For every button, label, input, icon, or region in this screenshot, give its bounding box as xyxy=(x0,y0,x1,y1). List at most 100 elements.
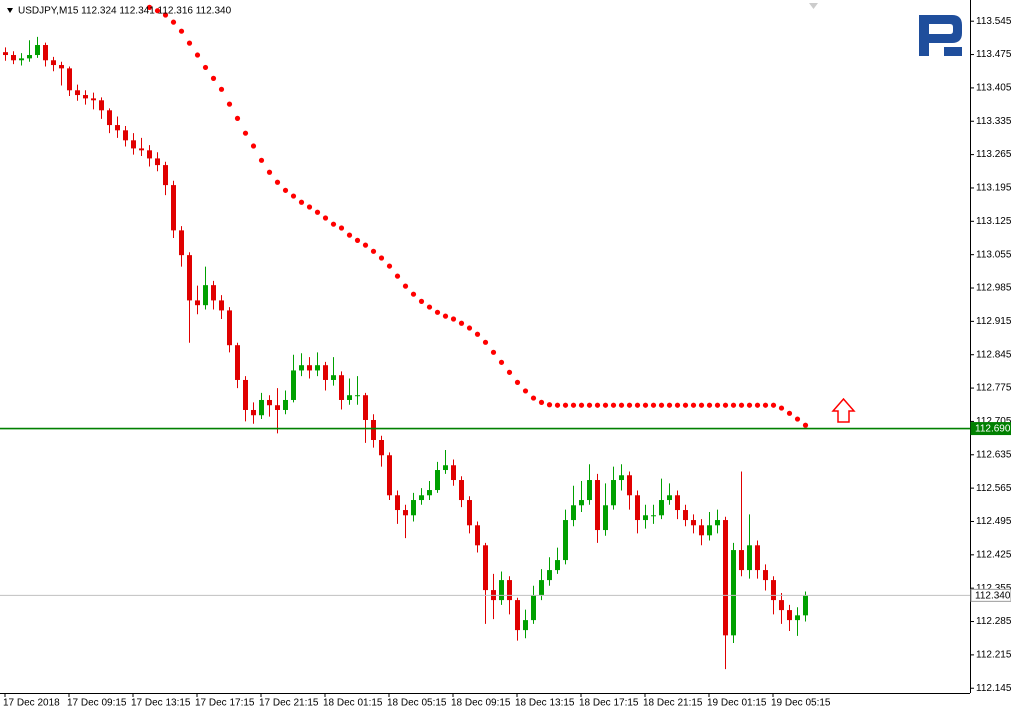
indicator-dot xyxy=(570,402,577,408)
candle-body xyxy=(259,399,264,416)
shift-marker xyxy=(809,3,818,9)
candle-body xyxy=(443,465,448,471)
indicator-dot xyxy=(722,402,729,408)
candle-body xyxy=(483,545,488,591)
logo-mark xyxy=(919,15,962,56)
y-tick-label: 112.915 xyxy=(976,316,1011,327)
indicator-dot xyxy=(450,316,457,322)
indicator-dot xyxy=(426,304,433,310)
y-tick-label: 112.425 xyxy=(976,549,1011,560)
indicator-dot xyxy=(186,40,193,46)
indicator-dot xyxy=(282,187,289,193)
candle-body xyxy=(67,68,72,91)
y-tick-label: 112.145 xyxy=(976,683,1011,694)
candle-body xyxy=(675,495,680,511)
indicator-dot xyxy=(578,402,585,408)
candle-body xyxy=(803,595,808,616)
indicator-dot xyxy=(754,402,761,408)
indicator-dot xyxy=(642,402,649,408)
y-tick-label: 113.195 xyxy=(976,183,1011,194)
indicator-dot xyxy=(778,405,785,411)
indicator-dot xyxy=(258,157,265,163)
indicator-dot xyxy=(386,263,393,269)
indicator-dot xyxy=(618,402,625,408)
candle-body xyxy=(451,465,456,481)
candle-body xyxy=(235,345,240,380)
x-tick-label: 18 Dec 17:15 xyxy=(579,698,639,709)
x-tick-label: 18 Dec 13:15 xyxy=(515,698,575,709)
indicator-dot xyxy=(162,12,169,18)
y-tick-label: 112.565 xyxy=(976,483,1011,494)
candle-body xyxy=(763,570,768,581)
candle-body xyxy=(595,480,600,531)
indicator-dot xyxy=(666,402,673,408)
price-label: 112.690 xyxy=(975,424,1011,435)
candle-body xyxy=(475,525,480,546)
indicator-dot xyxy=(610,402,617,408)
indicator-dot xyxy=(418,298,425,304)
indicator-dot xyxy=(650,402,657,408)
candle-body xyxy=(587,480,592,501)
x-tick-label: 17 Dec 2018 xyxy=(3,698,60,709)
indicator-dot xyxy=(370,248,377,254)
candle-body xyxy=(427,490,432,496)
indicator-dot xyxy=(210,75,217,81)
candle-body xyxy=(227,310,232,346)
candle-body xyxy=(59,65,64,69)
candle-body xyxy=(339,375,344,400)
chart-title: USDJPY,M15 112.324 112.341 112.316 112.3… xyxy=(18,6,232,17)
candle-body xyxy=(83,95,88,99)
candle-body xyxy=(787,610,792,621)
y-tick-label: 112.215 xyxy=(976,650,1011,661)
indicator-dot xyxy=(442,313,449,319)
candle-body xyxy=(691,520,696,526)
indicator-dot xyxy=(730,402,737,408)
indicator-dot xyxy=(738,402,745,408)
candle-body xyxy=(619,475,624,481)
menu-triangle[interactable] xyxy=(7,8,13,13)
candle-body xyxy=(371,419,376,441)
indicator-dot xyxy=(218,86,225,92)
indicator-dot xyxy=(146,4,153,10)
candle-body xyxy=(187,255,192,301)
price-label-box xyxy=(970,422,1011,436)
candle-body xyxy=(283,399,288,410)
indicator-dot xyxy=(330,221,337,227)
indicator-dot xyxy=(394,273,401,279)
indicator-dot xyxy=(658,402,665,408)
indicator-dot xyxy=(498,359,505,365)
indicator-dot xyxy=(274,179,281,185)
indicator-dot xyxy=(242,130,249,136)
candle-body xyxy=(99,100,104,111)
indicator-dot xyxy=(682,402,689,408)
candle-body xyxy=(579,500,584,506)
candle-body xyxy=(291,370,296,400)
candle-body xyxy=(523,620,528,631)
indicator-dot xyxy=(562,402,569,408)
indicator-dot xyxy=(706,402,713,408)
logo-bar xyxy=(944,47,962,56)
indicator-dot xyxy=(290,193,297,199)
indicator-dot xyxy=(298,199,305,205)
x-tick-label: 19 Dec 05:15 xyxy=(771,698,831,709)
y-tick-label: 113.055 xyxy=(976,249,1011,260)
candle-body xyxy=(651,515,656,517)
y-tick-label: 112.775 xyxy=(976,383,1011,394)
indicator-dot xyxy=(794,416,801,422)
indicator-dot xyxy=(714,402,721,408)
candle-body xyxy=(739,550,744,571)
indicator-dot xyxy=(234,115,241,121)
candle-body xyxy=(155,158,160,166)
logo xyxy=(919,15,962,56)
y-tick-label: 112.845 xyxy=(976,349,1011,360)
candle-body xyxy=(147,150,152,159)
candle-body xyxy=(771,580,776,601)
candle-body xyxy=(203,285,208,306)
y-tick-label: 112.355 xyxy=(976,583,1011,594)
candle-body xyxy=(683,510,688,521)
candle-body xyxy=(459,480,464,501)
x-tick-label: 18 Dec 21:15 xyxy=(643,698,703,709)
indicator-dot xyxy=(554,402,561,408)
candle-body xyxy=(355,395,360,397)
indicator-dot xyxy=(770,402,777,408)
